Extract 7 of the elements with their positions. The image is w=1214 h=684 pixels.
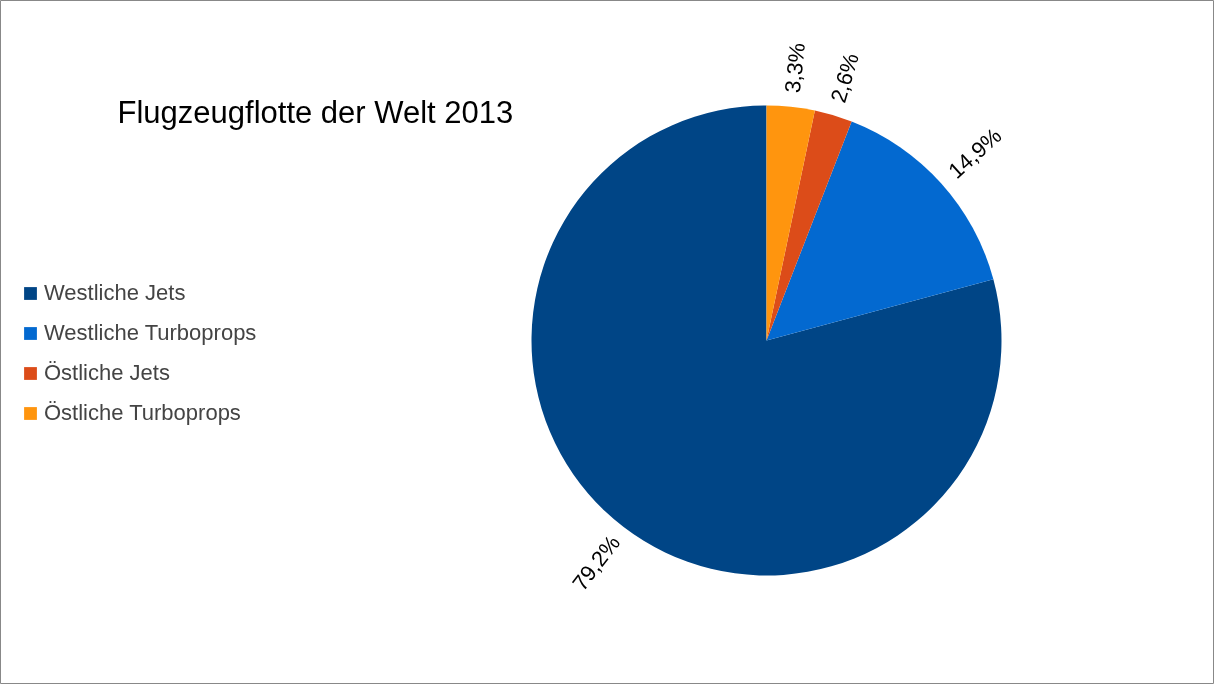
legend-label: Westliche Jets [44, 280, 186, 306]
data-label: 3,3% [779, 41, 810, 95]
text: Flugzeugflotte der Welt 2013 [117, 95, 514, 130]
data-label: 2,6% [825, 50, 864, 106]
legend-label: Östliche Turboprops [44, 400, 241, 426]
legend-label: Östliche Jets [44, 360, 170, 386]
legend-label: Westliche Turboprops [44, 320, 257, 346]
